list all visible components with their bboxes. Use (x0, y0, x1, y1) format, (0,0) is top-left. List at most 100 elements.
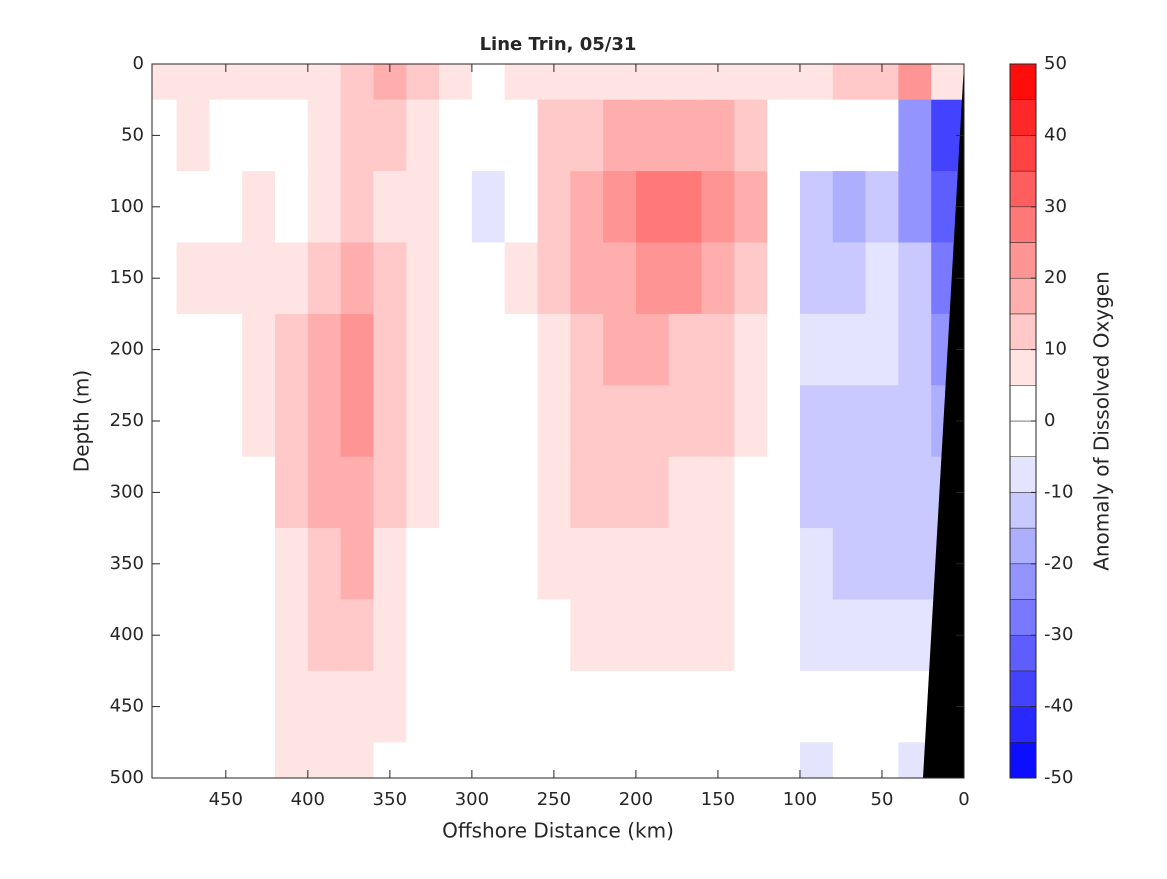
y-tick-label: 50 (121, 124, 144, 145)
contour-cell (898, 599, 932, 672)
contour-cell (537, 385, 571, 458)
contour-cell (340, 171, 375, 244)
contour-cell (603, 64, 637, 101)
contour-cell (373, 313, 407, 386)
contour-cell (406, 242, 440, 315)
contour-cell (832, 599, 867, 672)
contour-cell (471, 171, 506, 244)
contour-cell (340, 313, 375, 386)
contour-cell (767, 313, 801, 386)
contour-cell (635, 64, 670, 101)
colorbar-band (1009, 670, 1037, 707)
contour-cell (340, 528, 375, 601)
contour-cell (537, 599, 571, 672)
contour-cell (209, 242, 243, 315)
contour-cell (209, 599, 243, 672)
contour-cell (799, 742, 834, 778)
contour-cell (340, 99, 375, 172)
contour-cell (668, 64, 703, 101)
contour-cell (865, 528, 899, 601)
contour-cell (865, 242, 899, 315)
contour-cell (242, 456, 276, 529)
contour-cell (471, 742, 506, 778)
y-tick-label: 450 (110, 696, 144, 717)
contour-cell (176, 242, 211, 315)
contour-cell (865, 171, 899, 244)
contour-cell (504, 64, 539, 101)
contour-cell (635, 171, 670, 244)
contour-cell (734, 742, 768, 778)
contour-cell (471, 64, 506, 101)
contour-cell (176, 99, 211, 172)
x-tick-label: 450 (209, 789, 243, 810)
contour-cell (799, 242, 834, 315)
contour-cell (734, 528, 768, 601)
contour-cell (209, 171, 243, 244)
colorbar-tick-label: 10 (1044, 339, 1067, 360)
contour-cell (275, 171, 309, 244)
contour-cell (406, 456, 440, 529)
contour-cell (767, 99, 801, 172)
contour-cell (734, 385, 768, 458)
contour-cell (570, 742, 604, 778)
contour-cell (832, 313, 867, 386)
y-axis-label: Depth (m) (70, 370, 94, 472)
contour-cell (832, 242, 867, 315)
contour-cell (537, 670, 571, 743)
contour-cell (898, 242, 932, 315)
contour-cell (701, 456, 735, 529)
contour-cell (767, 171, 801, 244)
contour-cell (242, 242, 276, 315)
colorbar-band (1009, 99, 1037, 136)
contour-cell (439, 64, 473, 101)
contour-cell (635, 99, 670, 172)
x-axis-label: Offshore Distance (km) (442, 819, 674, 843)
contour-cell (898, 385, 932, 458)
y-tick-label: 0 (133, 53, 144, 74)
contour-cell (570, 99, 604, 172)
contour-cell (471, 99, 506, 172)
x-tick-label: 100 (783, 789, 817, 810)
contour-cell (603, 456, 637, 529)
contour-cell (373, 456, 407, 529)
contour-cell (504, 242, 539, 315)
colorbar-tick-label: 30 (1044, 196, 1067, 217)
contour-cell (603, 385, 637, 458)
colorbar-band (1009, 420, 1037, 457)
contour-cell (209, 670, 243, 743)
colorbar-tick-label: 20 (1044, 267, 1067, 288)
contour-cell (570, 599, 604, 672)
contour-cell (242, 64, 276, 101)
colorbar-tick-label: -40 (1044, 696, 1073, 717)
contour-cell (898, 171, 932, 244)
contour-cell (307, 528, 342, 601)
contour-cell (275, 599, 309, 672)
contour-cell (537, 242, 571, 315)
contour-cell (307, 456, 342, 529)
contour-cell (406, 99, 440, 172)
contour-cell (176, 385, 211, 458)
contour-cell (635, 385, 670, 458)
contour-cell (767, 456, 801, 529)
contour-cell (275, 456, 309, 529)
contour-cell (176, 313, 211, 386)
y-tick-label: 200 (110, 339, 144, 360)
contour-cell (635, 456, 670, 529)
contour-cell (668, 242, 703, 315)
contour-cell (242, 99, 276, 172)
contour-cell (570, 242, 604, 315)
x-tick-label: 50 (871, 789, 894, 810)
contour-cell (209, 528, 243, 601)
contour-cell (340, 742, 375, 778)
colorbar-band (1009, 742, 1037, 779)
contour-cell (767, 599, 801, 672)
contour-cell (471, 385, 506, 458)
contour-cell (176, 528, 211, 601)
contour-cell (734, 242, 768, 315)
contour-cell (734, 670, 768, 743)
contour-cell (439, 242, 473, 315)
contour-cell (340, 64, 375, 101)
contour-cell (406, 385, 440, 458)
contour-cell (504, 599, 539, 672)
